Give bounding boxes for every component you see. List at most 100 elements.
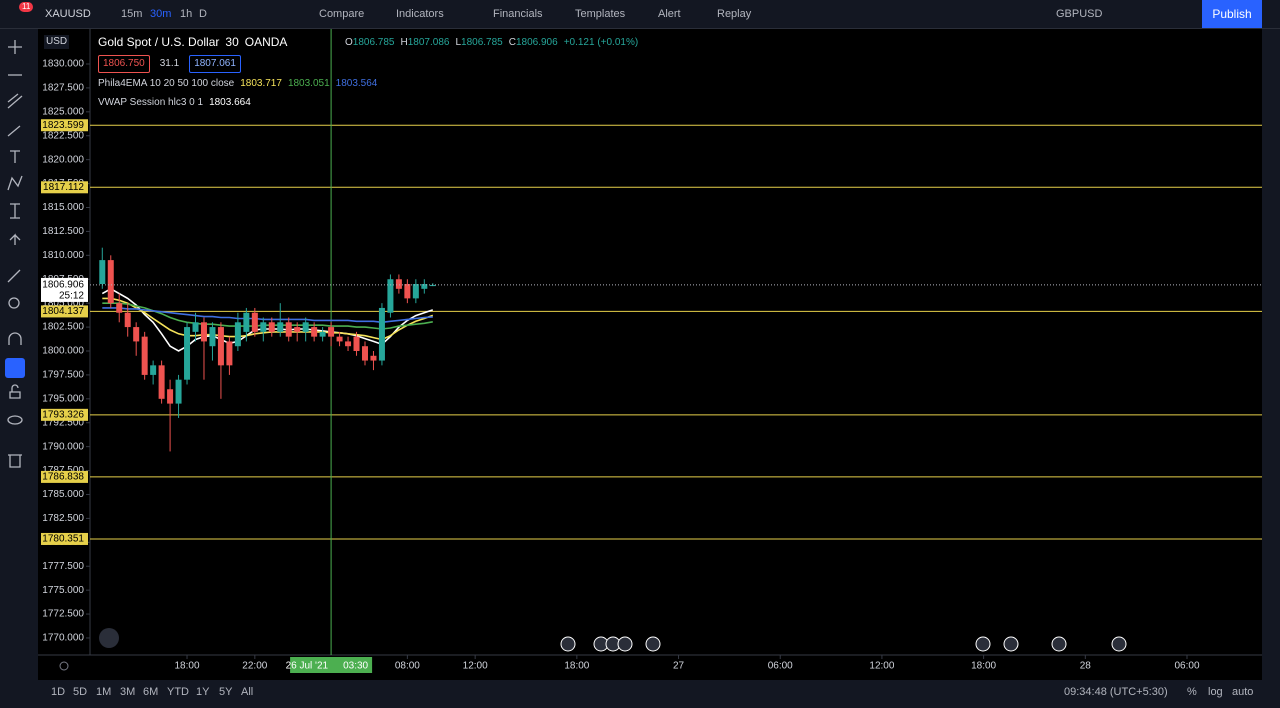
- level-label-bg: [41, 119, 88, 132]
- ask[interactable]: 1807.061: [189, 55, 241, 73]
- lock-tool[interactable]: [9, 384, 21, 399]
- range-button[interactable]: 1M: [96, 686, 112, 698]
- compare-symbol[interactable]: GBPUSD: [1056, 8, 1103, 20]
- indicator-name[interactable]: Phila4EMA 10 20 50 100 close: [98, 78, 235, 89]
- candle-body: [429, 284, 436, 287]
- candle-body: [175, 379, 182, 404]
- y-tick-label: 1777.500: [42, 561, 84, 572]
- top-toolbar: [0, 0, 1280, 29]
- x-tick-label: 12:00: [869, 661, 894, 672]
- clock: 09:34:48 (UTC+5:30): [1064, 686, 1168, 698]
- range-button[interactable]: 6M: [143, 686, 159, 698]
- drawing-tools[interactable]: [7, 40, 23, 468]
- x-tick-label: 22:00: [242, 661, 267, 672]
- candle-body: [116, 303, 123, 313]
- toolbar-button[interactable]: Templates: [575, 8, 626, 20]
- text-tool[interactable]: [10, 150, 20, 163]
- level-label-bg: [41, 305, 88, 318]
- toolbar-button[interactable]: Compare: [319, 8, 365, 20]
- range-button[interactable]: 1Y: [196, 686, 210, 698]
- y-tick-label: 1830.000: [42, 59, 84, 70]
- delete-tool[interactable]: [8, 454, 22, 468]
- ohlc-legend: O 1806.785 H 1807.086 L 1806.785 C 1806.906 +0.1…: [345, 36, 638, 50]
- x-tick-label: 18:00: [971, 661, 996, 672]
- level-label: 1804.137: [42, 306, 84, 317]
- interval-button[interactable]: 1h: [180, 8, 193, 20]
- hide-tool[interactable]: [7, 415, 23, 425]
- toolbar-button[interactable]: Financials: [493, 8, 543, 20]
- stay-in-drawing-mode[interactable]: [5, 358, 25, 378]
- y-tick-label: 1802.500: [42, 322, 84, 333]
- brush-tool[interactable]: [7, 125, 21, 137]
- y-tick-label: 1772.500: [42, 609, 84, 620]
- indicator-legend: Phila4EMA 10 20 50 100 close 1803.717 1803…: [98, 77, 377, 91]
- indicator-name[interactable]: VWAP Session hlc3 0 1: [98, 97, 204, 108]
- crosshair-time: 03:30: [343, 661, 368, 672]
- y-tick-label: 1810.000: [42, 250, 84, 261]
- toolbar-button[interactable]: Indicators: [396, 8, 444, 20]
- scale-option[interactable]: auto: [1232, 686, 1254, 698]
- candle-body: [158, 365, 165, 399]
- range-button[interactable]: 1D: [51, 686, 66, 698]
- axis-settings[interactable]: [59, 661, 69, 671]
- range-button[interactable]: All: [241, 686, 254, 698]
- arrow-tool[interactable]: [9, 233, 21, 245]
- candle-body: [285, 322, 292, 337]
- ohlc-value: 1806.906: [515, 37, 558, 48]
- tradingview-logo[interactable]: [99, 628, 119, 648]
- candle-body: [404, 284, 411, 299]
- trend-tool[interactable]: [7, 93, 23, 109]
- candle-body: [124, 312, 131, 328]
- chart-pane: [38, 29, 1262, 680]
- symbol[interactable]: XAUUSD: [45, 8, 91, 20]
- range-button[interactable]: YTD: [167, 686, 189, 698]
- ruler-tool[interactable]: [7, 269, 21, 283]
- y-tick-label: 1827.500: [42, 83, 84, 94]
- candle-body: [387, 279, 394, 313]
- range-button[interactable]: 5D: [73, 686, 88, 698]
- countdown: 25:12: [59, 291, 84, 302]
- y-tick-label: 1787.500: [42, 465, 84, 476]
- notification-badge[interactable]: 11: [19, 2, 34, 12]
- ohlc-value: 1806.785: [352, 37, 395, 48]
- level-label: 1793.326: [42, 409, 84, 420]
- interval-button[interactable]: 15m: [121, 8, 143, 20]
- ema-line: [102, 302, 433, 330]
- interval-button[interactable]: 30m: [150, 8, 172, 20]
- y-tick-label: 1770.000: [42, 633, 84, 644]
- candle-body: [294, 327, 301, 332]
- scale-option[interactable]: log: [1208, 686, 1223, 698]
- range-button[interactable]: 5Y: [219, 686, 233, 698]
- interval-button[interactable]: D: [199, 8, 207, 20]
- toolbar-button[interactable]: Replay: [717, 8, 752, 20]
- level-label-bg: [41, 181, 88, 194]
- bid[interactable]: 1806.750: [98, 55, 150, 73]
- event-markers[interactable]: [560, 636, 1127, 652]
- y-tick-label: 1800.000: [42, 346, 84, 357]
- symbol-legend: Gold Spot / U.S. Dollar 30 OANDA: [98, 35, 287, 49]
- scale-option[interactable]: %: [1187, 686, 1197, 698]
- candle-body: [412, 284, 419, 299]
- candle-body: [302, 322, 309, 332]
- x-tick-label: 06:00: [1174, 661, 1199, 672]
- crosshair-label-bg: [290, 657, 373, 673]
- y-tick-label: 1775.000: [42, 585, 84, 596]
- measure-tool[interactable]: [10, 203, 20, 219]
- currency[interactable]: USD: [44, 35, 70, 49]
- candle-body: [353, 336, 360, 351]
- chart-source: OANDA: [244, 35, 288, 49]
- zoom-tool[interactable]: [8, 297, 20, 309]
- candle-body: [336, 336, 343, 342]
- level-label: 1786.838: [42, 472, 84, 483]
- toolbar-button[interactable]: Alert: [658, 8, 681, 20]
- magnet-tool[interactable]: [8, 332, 22, 345]
- x-tick-label: 28: [1080, 661, 1092, 672]
- publish-button[interactable]: Publish: [1202, 0, 1262, 28]
- crosshair-tool[interactable]: [8, 40, 22, 54]
- pattern-tool[interactable]: [7, 175, 23, 191]
- candle-body: [277, 322, 284, 332]
- ohlc-value: 1806.785: [461, 37, 503, 48]
- range-button[interactable]: 3M: [120, 686, 136, 698]
- spread: 31.1: [159, 58, 180, 69]
